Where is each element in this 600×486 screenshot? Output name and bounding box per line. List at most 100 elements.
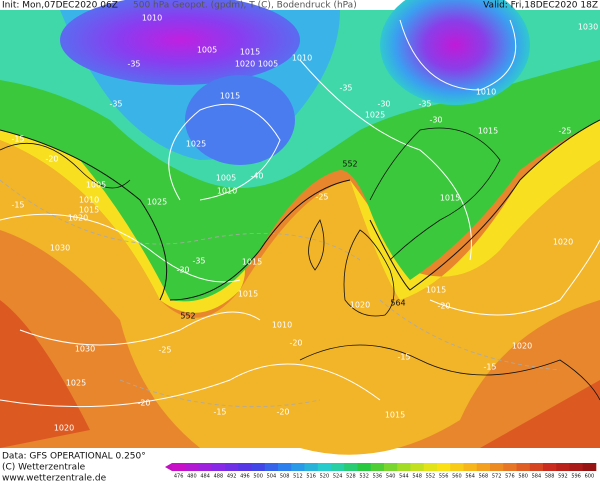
colorbar-swatch bbox=[185, 463, 199, 471]
colorbar-tick-label: 484 bbox=[200, 474, 210, 480]
isobar-label: 1015 bbox=[240, 48, 260, 57]
colorbar-swatch bbox=[384, 463, 398, 471]
isobar-label: 1015 bbox=[242, 258, 262, 267]
temperature-label: -20 bbox=[45, 155, 58, 164]
colorbar-arrow bbox=[165, 463, 172, 471]
colorbar-tick-label: 476 bbox=[174, 474, 184, 480]
colorbar-tick-label: 548 bbox=[412, 474, 422, 480]
colorbar-tick-label: 560 bbox=[452, 474, 462, 480]
isobar-label: 1025 bbox=[147, 198, 167, 207]
isobar-label: 1015 bbox=[426, 286, 446, 295]
colorbar-swatch bbox=[503, 463, 517, 471]
colorbar-swatch bbox=[278, 463, 292, 471]
isobar-label: 1010 bbox=[272, 321, 292, 330]
colorbar-tick-label: 488 bbox=[214, 474, 224, 480]
colorbar-swatch bbox=[304, 463, 319, 471]
colorbar-tick-label: 544 bbox=[399, 474, 409, 480]
colorbar-swatch bbox=[370, 463, 385, 471]
isobar-label: 1015 bbox=[478, 127, 498, 136]
temperature-label: -30 bbox=[377, 100, 390, 109]
colorbar-tick-label: 600 bbox=[585, 474, 595, 480]
colorbar-swatch bbox=[238, 463, 252, 471]
temperature-label: -20 bbox=[437, 302, 450, 311]
colorbar-swatch bbox=[344, 463, 358, 471]
isobar-label: 1020 bbox=[512, 342, 532, 351]
colorbar-swatch bbox=[264, 463, 279, 471]
colorbar-tick-label: 568 bbox=[479, 474, 489, 480]
temperature-label: -40 bbox=[250, 172, 263, 181]
height-label: 564 bbox=[390, 299, 405, 308]
colorbar-tick-label: 528 bbox=[346, 474, 356, 480]
colorbar-swatch bbox=[516, 463, 531, 471]
temperature-label: -30 bbox=[176, 266, 189, 275]
isobar-label: 1010 bbox=[79, 196, 99, 205]
colorbar-swatch bbox=[225, 463, 239, 471]
isobar-label: 1020 bbox=[54, 424, 74, 433]
colorbar-tick-label: 556 bbox=[439, 474, 449, 480]
colorbar-tick-label: 576 bbox=[505, 474, 515, 480]
colorbar-tick-label: 480 bbox=[187, 474, 197, 480]
isobar-label: 1020 bbox=[68, 214, 88, 223]
temperature-label: -15 bbox=[11, 135, 24, 144]
colorbar-tick-label: 504 bbox=[267, 474, 277, 480]
temperature-label: -15 bbox=[397, 353, 410, 362]
colorbar-swatch bbox=[556, 463, 570, 471]
colorbar-tick-label: 492 bbox=[227, 474, 237, 480]
colorbar-tick-label: 508 bbox=[280, 474, 290, 480]
colorbar-swatch bbox=[317, 463, 332, 471]
colorbar-tick-label: 524 bbox=[333, 474, 343, 480]
temperature-label: -25 bbox=[315, 193, 328, 202]
colorbar-tick-label: 532 bbox=[359, 474, 369, 480]
isobar-label: 1025 bbox=[186, 140, 206, 149]
colorbar-swatch bbox=[198, 463, 213, 471]
isobar-label: 1025 bbox=[66, 379, 86, 388]
init-time: Init: Mon,07DEC2020 06Z bbox=[2, 1, 118, 11]
colorbar-tick-label: 596 bbox=[571, 474, 581, 480]
isobar-label: 1015 bbox=[385, 411, 405, 420]
isobar-label: 1030 bbox=[75, 345, 95, 354]
isobar-label: 1010 bbox=[292, 54, 312, 63]
colorbar-swatch bbox=[331, 463, 345, 471]
colorbar-swatch bbox=[463, 463, 478, 471]
colorbar-tick-label: 500 bbox=[253, 474, 263, 480]
colorbar-swatch bbox=[211, 463, 226, 471]
isobar-label: 1005 bbox=[258, 60, 278, 69]
isobar-label: 1005 bbox=[216, 174, 236, 183]
colorbar-swatch bbox=[476, 463, 491, 471]
isobar-label: 1010 bbox=[476, 88, 496, 97]
website: www.wetterzentrale.de bbox=[2, 474, 107, 483]
temperature-label: -25 bbox=[558, 127, 571, 136]
isobar-label: 1020 bbox=[350, 301, 370, 310]
colorbar-swatch bbox=[291, 463, 305, 471]
colorbar-swatch bbox=[490, 463, 504, 471]
map bbox=[0, 0, 600, 455]
temperature-label: -25 bbox=[158, 346, 171, 355]
isobar-label: 1015 bbox=[238, 290, 258, 299]
colorbar-swatch bbox=[251, 463, 266, 471]
colorbar-tick-label: 580 bbox=[518, 474, 528, 480]
colorbar-tick-label: 516 bbox=[306, 474, 316, 480]
colorbar-swatch bbox=[569, 463, 584, 471]
colorbar-tick-label: 564 bbox=[465, 474, 475, 480]
colorbar-swatch bbox=[529, 463, 544, 471]
temperature-label: -35 bbox=[127, 60, 140, 69]
height-label: 552 bbox=[342, 160, 357, 169]
colorbar-tick-label: 588 bbox=[545, 474, 555, 480]
colorbar-tick-label: 552 bbox=[426, 474, 436, 480]
temperature-label: -30 bbox=[429, 116, 442, 125]
temperature-label: -15 bbox=[213, 408, 226, 417]
colorbar-tick-label: 496 bbox=[240, 474, 250, 480]
isobar-label: 1020 bbox=[235, 60, 255, 69]
colorbar-swatch bbox=[423, 463, 438, 471]
colorbar-tick-label: 520 bbox=[320, 474, 330, 480]
data-source: Data: GFS OPERATIONAL 0.250° bbox=[2, 452, 146, 462]
temperature-label: -20 bbox=[276, 408, 289, 417]
colorbar-swatch bbox=[357, 463, 372, 471]
copyright: (C) Wetterzentrale bbox=[2, 463, 86, 473]
isobar-label: 1010 bbox=[217, 187, 237, 196]
temperature-label: -15 bbox=[483, 363, 496, 372]
map-title: 500 hPa Geopot. (gpdm), T (C), Bodendruc… bbox=[133, 1, 357, 11]
colorbar-swatch bbox=[543, 463, 557, 471]
colorbar-swatch bbox=[172, 463, 186, 471]
